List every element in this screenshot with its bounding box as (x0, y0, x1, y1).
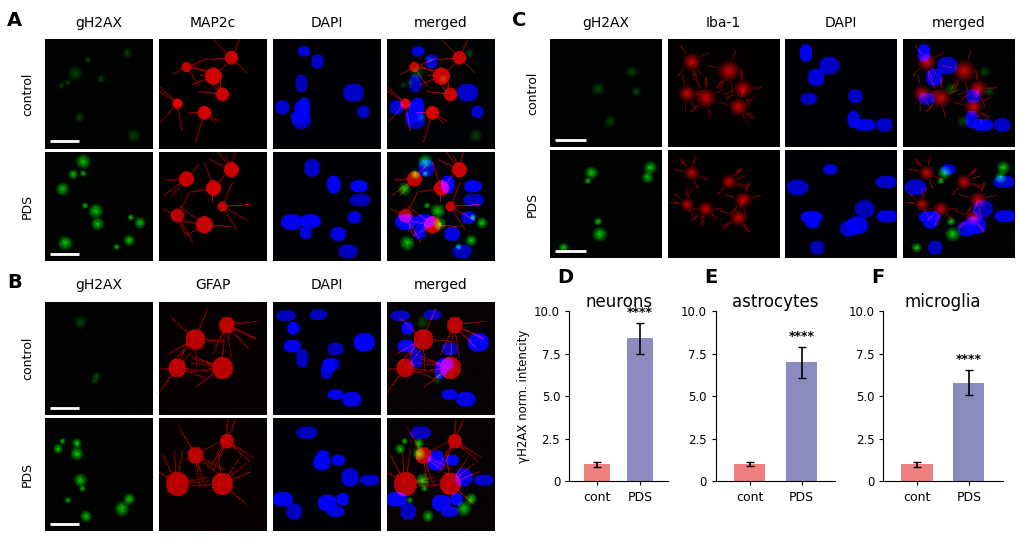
Bar (584, 464, 609, 481)
Text: ****: **** (627, 306, 652, 319)
Bar (786, 362, 816, 481)
Bar (953, 382, 983, 481)
Text: E: E (703, 268, 716, 287)
Bar (734, 464, 764, 481)
Text: gH2AX: gH2AX (75, 279, 122, 292)
Text: C: C (512, 11, 526, 30)
Text: DAPI: DAPI (311, 16, 342, 30)
Title: astrocytes: astrocytes (732, 293, 818, 311)
Title: microglia: microglia (904, 293, 980, 311)
Text: F: F (870, 268, 883, 287)
Text: B: B (7, 273, 21, 292)
Text: PDS: PDS (21, 462, 34, 487)
Text: A: A (7, 11, 22, 30)
Text: MAP2c: MAP2c (190, 16, 235, 30)
Text: gH2AX: gH2AX (75, 16, 122, 30)
Text: GFAP: GFAP (195, 279, 230, 292)
Text: merged: merged (414, 279, 467, 292)
Text: DAPI: DAPI (824, 16, 857, 30)
Text: ****: **** (955, 353, 981, 366)
Text: control: control (526, 71, 538, 115)
Text: ****: **** (788, 329, 814, 342)
Bar (627, 338, 652, 481)
Text: PDS: PDS (526, 192, 538, 217)
Text: DAPI: DAPI (311, 279, 342, 292)
Y-axis label: γH2AX norm. intencity: γH2AX norm. intencity (517, 329, 530, 463)
Text: PDS: PDS (21, 194, 34, 219)
Text: gH2AX: gH2AX (582, 16, 629, 30)
Text: merged: merged (931, 16, 985, 30)
Title: neurons: neurons (585, 293, 651, 311)
Text: merged: merged (414, 16, 467, 30)
Text: control: control (21, 337, 34, 380)
Text: Iba-1: Iba-1 (705, 16, 741, 30)
Bar (901, 464, 931, 481)
Text: control: control (21, 72, 34, 116)
Text: D: D (556, 268, 573, 287)
